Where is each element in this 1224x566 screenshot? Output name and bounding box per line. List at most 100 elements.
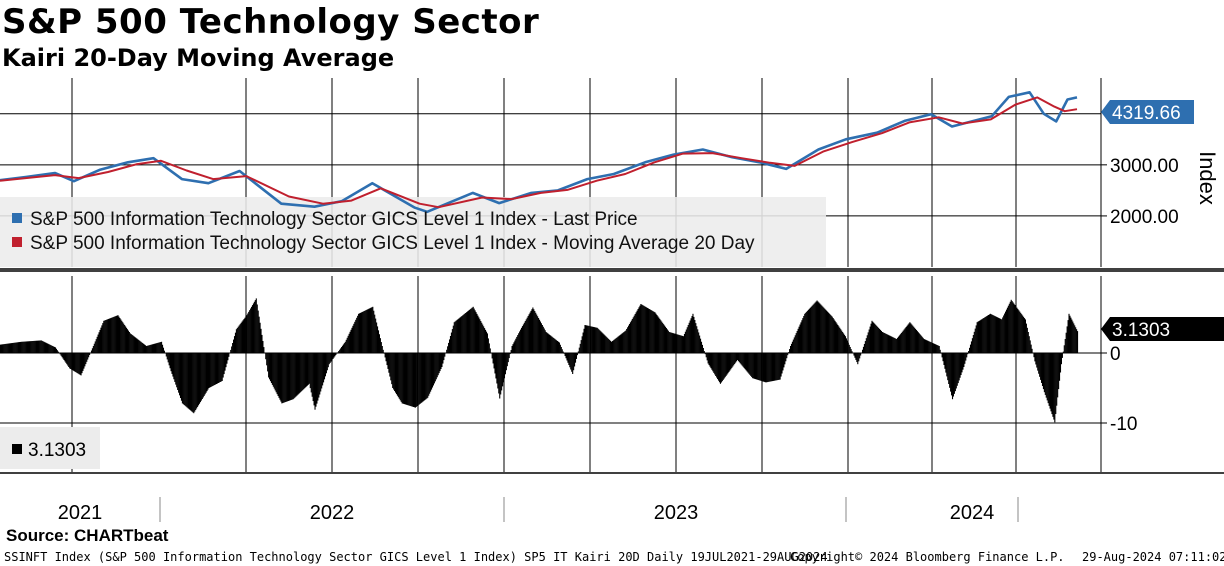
kairi-bar [139, 340, 141, 353]
kairi-bar [862, 346, 865, 353]
kairi-bar [327, 353, 329, 368]
kairi-bar [708, 353, 710, 366]
kairi-bar [507, 353, 509, 363]
kairi-bar [127, 330, 129, 353]
kairi-bar [700, 338, 702, 353]
kairi-bar [1064, 339, 1066, 353]
kairi-bar [183, 353, 185, 406]
kairi-bar [713, 353, 715, 373]
kairi-bar [67, 353, 69, 366]
kairi-bar [859, 353, 861, 359]
kairi-bar [1055, 353, 1057, 414]
kairi-bar [56, 350, 58, 353]
kairi-bar [252, 303, 255, 353]
kairi-bar [76, 353, 78, 374]
kairi-bar [1030, 344, 1032, 353]
kairi-bar [182, 353, 184, 405]
kairi-bar [483, 326, 485, 353]
kairi-bar [924, 339, 926, 353]
kairi-bar [546, 332, 548, 353]
kairi-bar [600, 331, 602, 353]
kairi-bar [746, 353, 748, 372]
kairi-bar [808, 308, 811, 353]
kairi-bar [386, 353, 388, 366]
kairi-bar [81, 353, 83, 374]
kairi-bar [597, 328, 599, 353]
kairi-bar [113, 316, 115, 353]
kairi-bar [655, 313, 657, 353]
kairi-bar [294, 353, 296, 398]
kairi-bar [555, 339, 557, 353]
kairi-bar [860, 353, 862, 356]
kairi-bar [260, 328, 262, 353]
kairi-bar [736, 353, 739, 360]
kairi-bar [595, 327, 597, 353]
kairi-bar [403, 353, 405, 404]
kairi-bar [87, 353, 89, 360]
kairi-bar [653, 311, 655, 353]
kairi-bar [661, 321, 663, 353]
kairi-bar [201, 353, 203, 400]
kairi-bar [1016, 307, 1018, 353]
kairi-bar [1010, 299, 1012, 353]
kairi-bar [558, 342, 560, 353]
kairi-bar [656, 315, 658, 353]
kairi-bar [237, 326, 239, 353]
kairi-bar [548, 334, 550, 353]
kairi-bar [161, 344, 164, 353]
kairi-bar [594, 327, 596, 353]
kairi-bar [799, 324, 801, 353]
kairi-bar [145, 346, 147, 353]
kairi-bar [921, 336, 923, 353]
kairi-bar [26, 341, 28, 353]
kairi-bar [453, 322, 455, 353]
kairi-bar [426, 353, 428, 399]
kairi-bar [1070, 317, 1072, 353]
kairi-bar [997, 317, 999, 353]
kairi-bar [514, 340, 516, 353]
kairi-bar [180, 353, 183, 401]
kairi-bar [192, 353, 194, 413]
kairi-bar [817, 301, 819, 353]
kairi-bar [588, 325, 590, 353]
kairi-bar [789, 346, 792, 353]
kairi-bar [1001, 319, 1003, 353]
kairi-bar [157, 342, 159, 353]
kairi-bar [380, 342, 382, 353]
kairi-bar [953, 353, 955, 394]
kairi-bar [933, 343, 935, 354]
kairi-bar [274, 353, 276, 391]
kairi-bar [456, 319, 458, 353]
kairi-bar [181, 353, 183, 404]
kairi-bar [142, 343, 144, 353]
kairi-bar [53, 346, 55, 353]
kairi-bar [982, 318, 984, 353]
kairi-bar [1012, 302, 1014, 353]
kairi-bar [722, 353, 724, 380]
kairi-bar [562, 351, 564, 353]
kairi-bar [279, 353, 281, 400]
kairi-bar [95, 339, 97, 353]
kairi-bar [615, 338, 617, 353]
kairi-bar [688, 322, 690, 353]
kairi-bar [671, 332, 673, 353]
kairi-bar [553, 338, 555, 353]
kairi-bar [450, 332, 452, 353]
kairi-bar [50, 345, 52, 353]
kairi-bar [161, 341, 163, 353]
kairi-bar [572, 353, 574, 374]
kairi-bar [525, 319, 527, 353]
kairi-bar [534, 311, 536, 353]
kairi-bar [847, 342, 849, 353]
kairi-bar [591, 326, 593, 353]
kairi-bar [750, 353, 752, 376]
kairi-bar [821, 305, 823, 353]
kairi-bar [233, 339, 235, 353]
kairi-bar [586, 325, 588, 353]
kairi-bar [610, 341, 613, 353]
kairi-bar [173, 353, 175, 380]
last-kairi-marker [1101, 317, 1224, 341]
kairi-bar [223, 353, 225, 375]
kairi-bar [408, 353, 410, 406]
kairi-bar [843, 333, 845, 353]
